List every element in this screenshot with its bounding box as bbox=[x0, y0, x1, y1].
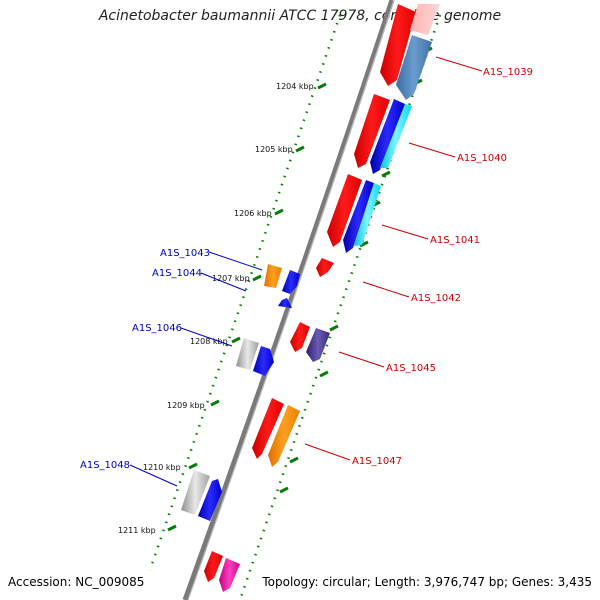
gene-a1s-1046[interactable] bbox=[236, 338, 259, 370]
gene-label-a1s-1040[interactable]: A1S_1040 bbox=[457, 153, 507, 164]
kbp-label: 1211 kbp bbox=[118, 526, 156, 535]
gene-a1s-1047[interactable] bbox=[268, 405, 300, 467]
gene-label-a1s-1043[interactable]: A1S_1043 bbox=[160, 248, 210, 259]
callout-line bbox=[381, 224, 429, 240]
gene-label-a1s-1048[interactable]: A1S_1048 bbox=[80, 460, 130, 471]
gene-a1s-1044[interactable] bbox=[282, 270, 300, 294]
callout-line bbox=[304, 443, 351, 461]
gene-a1s-1043[interactable] bbox=[264, 264, 282, 288]
callout-line bbox=[200, 272, 247, 292]
accession-text: Accession: NC_009085 bbox=[8, 575, 145, 589]
callout-line bbox=[180, 327, 233, 347]
gene-a1s-1048-blue[interactable] bbox=[198, 479, 222, 521]
gene-label-a1s-1046[interactable]: A1S_1046 bbox=[132, 323, 182, 334]
kbp-label: 1209 kbp bbox=[167, 401, 205, 410]
gene-a1s-1046-blue[interactable] bbox=[253, 346, 274, 376]
gene-a1s-1044-small[interactable] bbox=[278, 298, 292, 308]
callout-line bbox=[338, 351, 385, 368]
kbp-label: 1205 kbp bbox=[255, 145, 293, 154]
outer-tick-track bbox=[148, 14, 342, 571]
gene-a1s-1041-c[interactable] bbox=[354, 183, 381, 246]
gene-a1s-1040[interactable] bbox=[354, 94, 390, 168]
kbp-label: 1210 kbp bbox=[143, 463, 181, 472]
gene-a1s-1039[interactable] bbox=[380, 4, 416, 86]
gene-a1s-1041-b[interactable] bbox=[343, 180, 374, 253]
kbp-label: 1207 kbp bbox=[212, 274, 250, 283]
gene-label-a1s-1042[interactable]: A1S_1042 bbox=[411, 293, 461, 304]
gene-a1s-1040-c[interactable] bbox=[380, 104, 412, 168]
gene-label-a1s-1039[interactable]: A1S_1039 bbox=[483, 67, 533, 78]
gene-a1s-1039-partner[interactable] bbox=[396, 35, 432, 100]
gene-a1s-1045-red[interactable] bbox=[290, 322, 310, 352]
kbp-tick-marks bbox=[167, 82, 327, 532]
genome-backbone bbox=[182, 0, 395, 600]
gene-a1s-1047-red[interactable] bbox=[252, 398, 284, 459]
gene-a1s-1039-pink[interactable] bbox=[410, 4, 440, 35]
gene-label-a1s-1045[interactable]: A1S_1045 bbox=[386, 363, 436, 374]
gene-bottom-red[interactable] bbox=[204, 551, 223, 582]
gene-a1s-1045[interactable] bbox=[306, 328, 330, 362]
kbp-label: 1204 kbp bbox=[276, 82, 314, 91]
callout-line bbox=[208, 251, 263, 271]
inner-tick-track bbox=[238, 14, 442, 600]
callout-line bbox=[408, 142, 456, 158]
gene-label-a1s-1044[interactable]: A1S_1044 bbox=[152, 268, 202, 279]
gene-a1s-1048[interactable] bbox=[181, 470, 210, 515]
callout-line bbox=[362, 281, 410, 298]
gene-a1s-1042[interactable] bbox=[316, 258, 334, 277]
kbp-label: 1206 kbp bbox=[234, 209, 272, 218]
gene-a1s-1041[interactable] bbox=[327, 174, 362, 247]
callout-line bbox=[435, 56, 483, 72]
callout-line bbox=[129, 464, 178, 487]
gene-bottom-magenta[interactable] bbox=[219, 558, 240, 592]
gene-a1s-1040-b[interactable] bbox=[370, 99, 405, 174]
gene-label-a1s-1041[interactable]: A1S_1041 bbox=[430, 235, 480, 246]
kbp-label: 1208 kbp bbox=[190, 337, 228, 346]
gene-label-a1s-1047[interactable]: A1S_1047 bbox=[352, 456, 402, 467]
genome-stats-text: Topology: circular; Length: 3,976,747 bp… bbox=[262, 575, 592, 589]
